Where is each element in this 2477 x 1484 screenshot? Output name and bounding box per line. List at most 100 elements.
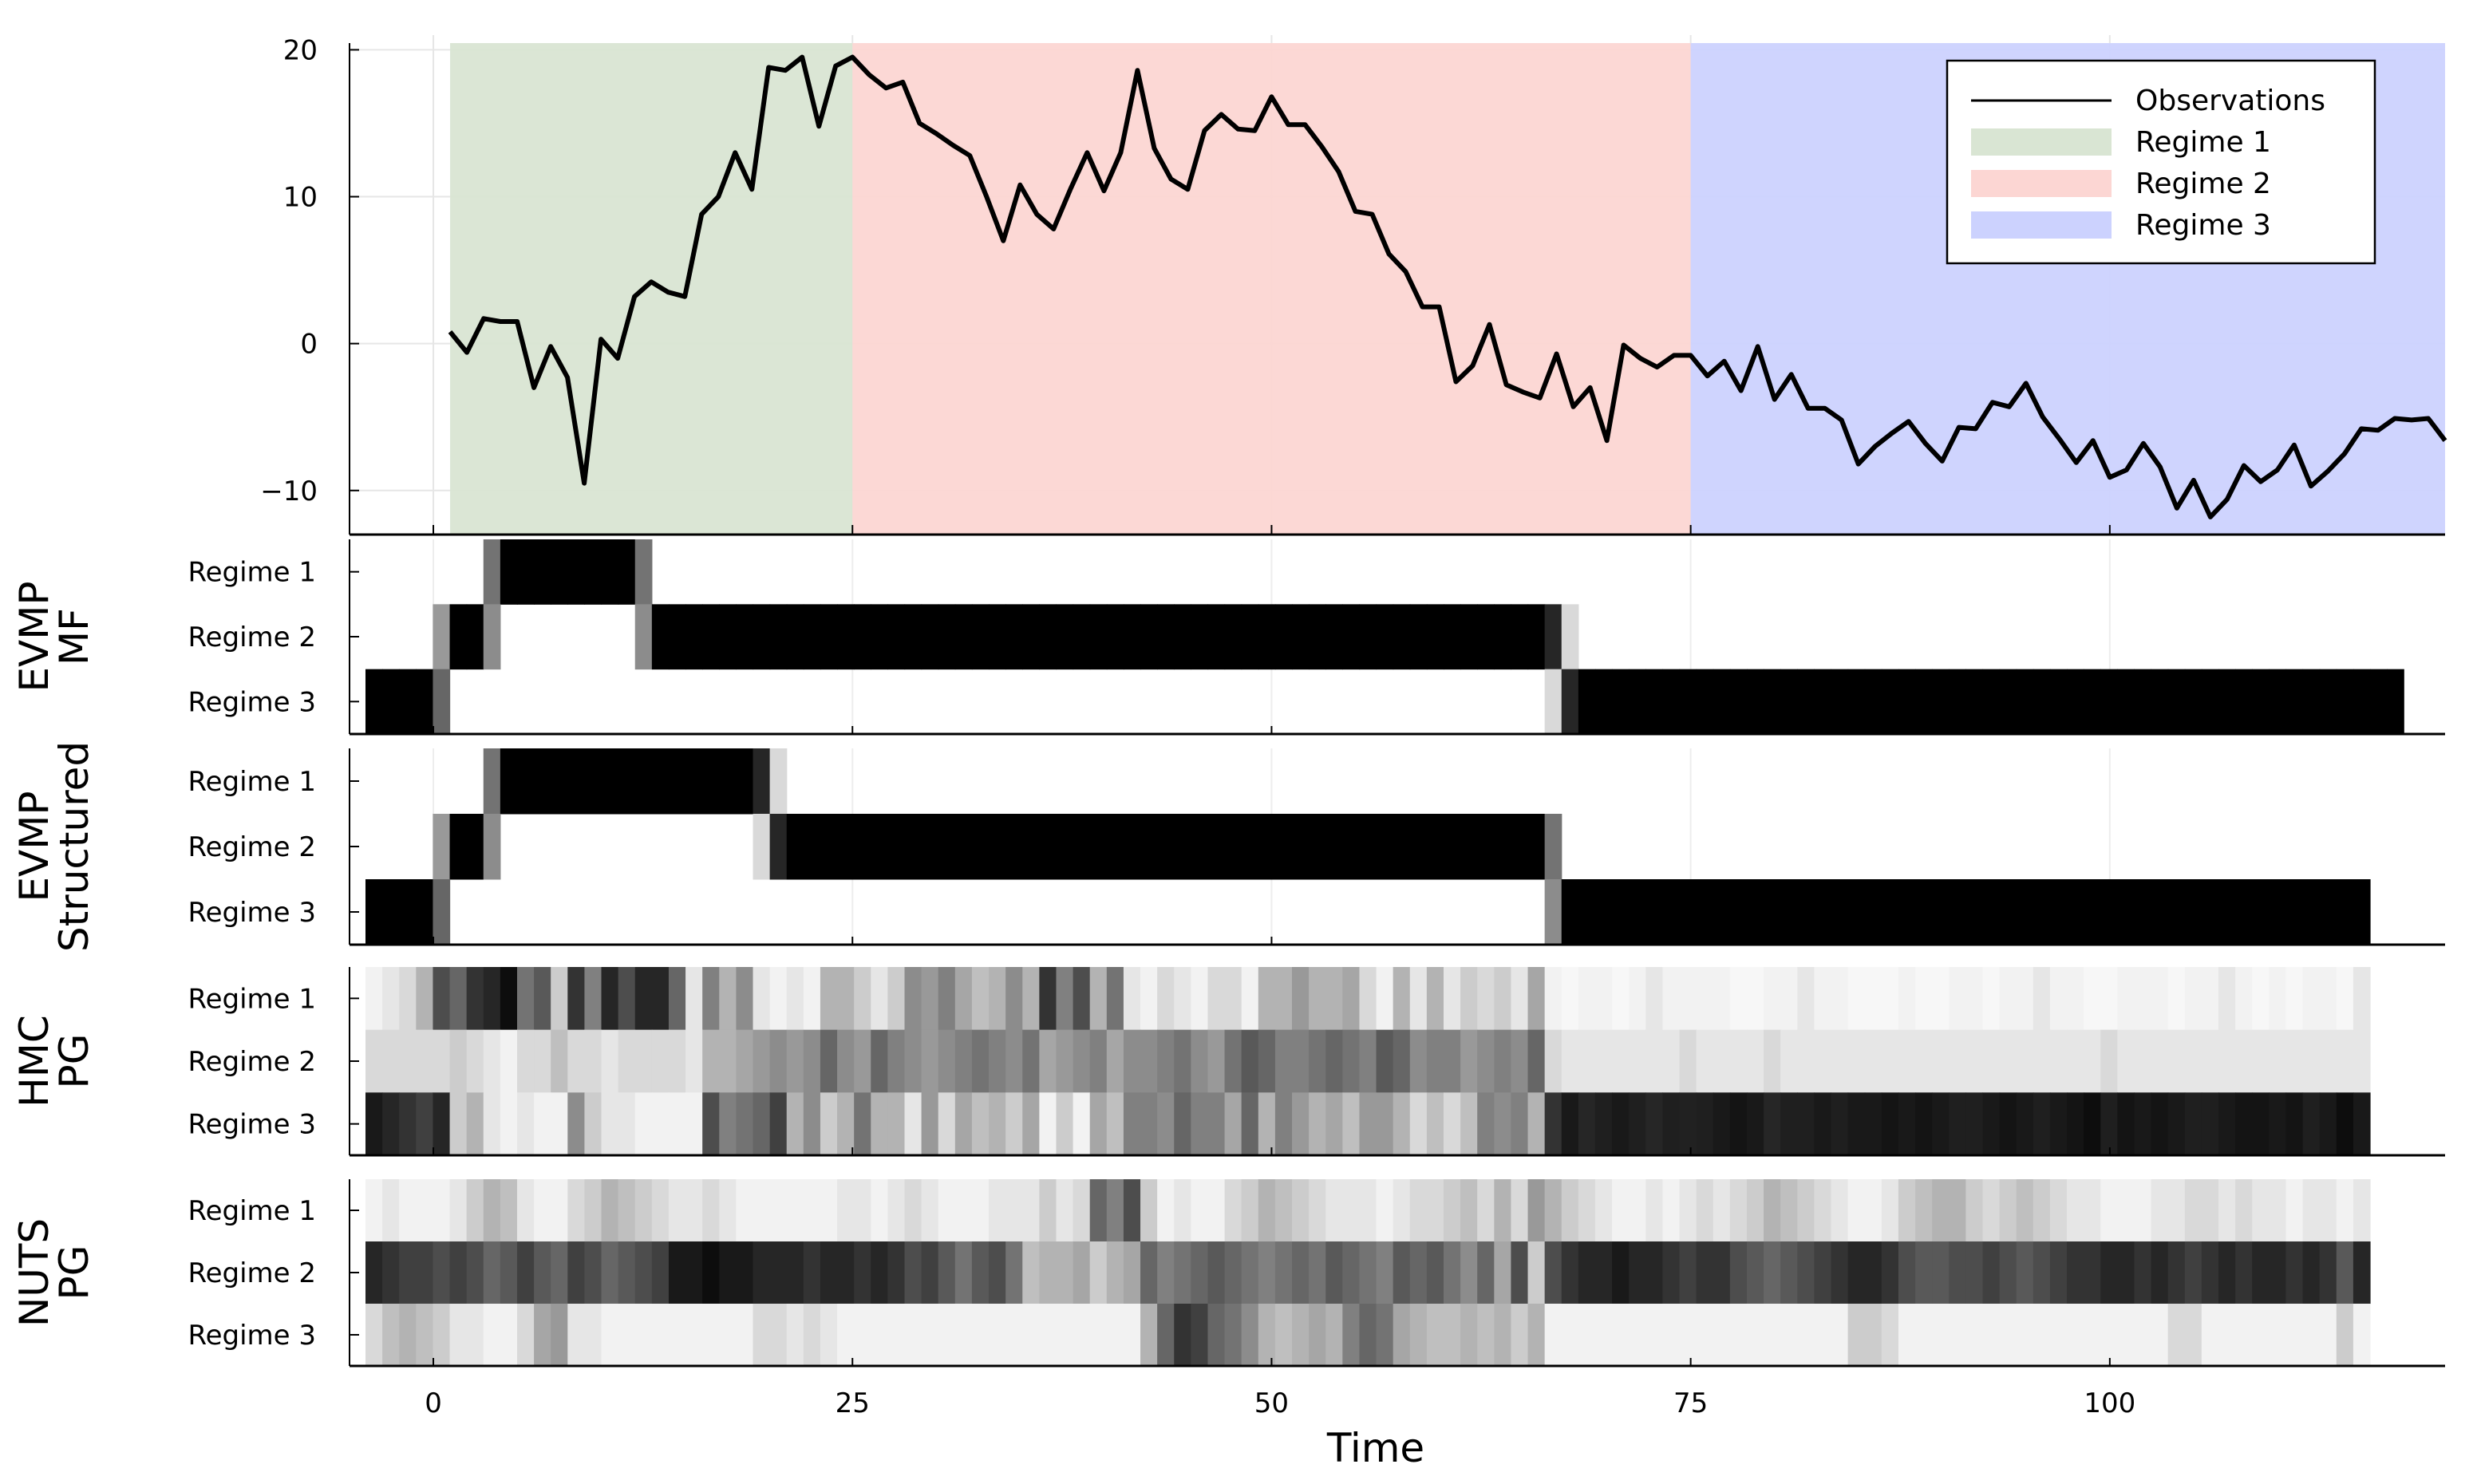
heatmap-cell bbox=[2134, 1092, 2152, 1156]
heatmap-row-label: Regime 1 bbox=[188, 983, 316, 1015]
heatmap-cell bbox=[938, 1241, 956, 1304]
heatmap-cell bbox=[651, 1241, 670, 1304]
heatmap-row-label: Regime 3 bbox=[188, 686, 316, 718]
heatmap-cell bbox=[2100, 1029, 2118, 1093]
heatmap-cell bbox=[2049, 1179, 2068, 1242]
heatmap-cell bbox=[820, 1241, 838, 1304]
heatmap-cell bbox=[769, 1029, 788, 1093]
heatmap-cell bbox=[921, 967, 939, 1031]
heatmap-cell bbox=[1949, 1179, 1966, 1242]
heatmap-cell bbox=[2252, 967, 2270, 1031]
legend-label: Regime 2 bbox=[2135, 168, 2271, 200]
heatmap-cell bbox=[1881, 1179, 1899, 1242]
heatmap-cell bbox=[1645, 669, 1664, 735]
legend-swatch-3 bbox=[1971, 211, 2112, 239]
heatmap-cell bbox=[466, 604, 484, 670]
heatmap-cell bbox=[2049, 879, 2068, 945]
heatmap-cell bbox=[534, 748, 551, 815]
heatmap-cell bbox=[1746, 669, 1764, 735]
heatmap-cell bbox=[1106, 1029, 1124, 1093]
heatmap-cell bbox=[1106, 1304, 1124, 1367]
heatmap-cell bbox=[2218, 1241, 2236, 1304]
heatmap-cell bbox=[2353, 1029, 2371, 1093]
heatmap-cell bbox=[1898, 1092, 1916, 1156]
heatmap-cell bbox=[2269, 879, 2287, 945]
heatmap-cell bbox=[1713, 879, 1731, 945]
heatmap-cell bbox=[1241, 604, 1259, 670]
heatmap-cell bbox=[2319, 1029, 2337, 1093]
heatmap-cell bbox=[668, 748, 686, 815]
heatmap-cell bbox=[1949, 669, 1966, 735]
heatmap-cell bbox=[1123, 1092, 1141, 1156]
heatmap-cell bbox=[2353, 1304, 2371, 1367]
heatmap-cell bbox=[1831, 879, 1849, 945]
heatmap-cell bbox=[1258, 604, 1276, 670]
heatmap-row-label: Regime 1 bbox=[188, 557, 316, 589]
heatmap-cell bbox=[2134, 967, 2152, 1031]
heatmap-cell bbox=[449, 814, 468, 880]
heatmap-cell bbox=[1106, 967, 1124, 1031]
heatmap-cell bbox=[1174, 604, 1191, 670]
top-chart-panel: −10 0 10 20 Observations Regime 1 Regime 2 Regi… bbox=[260, 34, 2447, 536]
heatmap-cell bbox=[2235, 1179, 2253, 1242]
heatmap-cell bbox=[1460, 604, 1478, 670]
heatmap-cell bbox=[1393, 1029, 1411, 1093]
heatmap-cell bbox=[483, 1304, 501, 1367]
heatmap-cell bbox=[1207, 1304, 1226, 1367]
heatmap-cell bbox=[584, 748, 602, 815]
heatmap-cell bbox=[1864, 967, 1882, 1031]
heatmap-cell bbox=[668, 1092, 686, 1156]
heatmap-cell bbox=[736, 967, 754, 1031]
heatmap-cell bbox=[584, 967, 602, 1031]
heatmap-cell bbox=[382, 879, 400, 945]
heatmap-cell bbox=[854, 604, 871, 670]
heatmap-cell bbox=[601, 1179, 619, 1242]
heatmap-cell bbox=[1814, 879, 1832, 945]
heatmap-cell bbox=[668, 967, 686, 1031]
heatmap-cell bbox=[1797, 1241, 1815, 1304]
heatmap-cell bbox=[1224, 1304, 1242, 1367]
heatmap-cell bbox=[2235, 1092, 2253, 1156]
heatmap-cell bbox=[1729, 967, 1748, 1031]
heatmap-cell bbox=[1022, 1029, 1040, 1093]
heatmap-cell bbox=[651, 1092, 670, 1156]
heatmap-cell bbox=[1662, 1029, 1681, 1093]
heatmap-cell bbox=[921, 604, 939, 670]
heatmap-cell bbox=[1073, 1029, 1091, 1093]
heatmap-cell bbox=[584, 539, 602, 605]
heatmap-cell bbox=[1949, 879, 1966, 945]
heatmap-cell bbox=[1662, 967, 1681, 1031]
heatmap-cell bbox=[1511, 1179, 1529, 1242]
heatmap-cell bbox=[1511, 1029, 1529, 1093]
heatmap-cell bbox=[1527, 1029, 1546, 1093]
heatmap-cell bbox=[483, 1179, 501, 1242]
heatmap-cell bbox=[1578, 1304, 1596, 1367]
heatmap-cell bbox=[1561, 967, 1579, 1031]
heatmap-cell bbox=[416, 967, 434, 1031]
heatmap-cell bbox=[2049, 1092, 2068, 1156]
heatmap-cell bbox=[1561, 1029, 1579, 1093]
regime-span-1 bbox=[450, 43, 853, 535]
heatmap-cell bbox=[753, 1092, 771, 1156]
heatmap-cell bbox=[1679, 879, 1697, 945]
heatmap-cell bbox=[1561, 1304, 1579, 1367]
heatmap-cell bbox=[1999, 1029, 2017, 1093]
heatmap-cell bbox=[1780, 1092, 1798, 1156]
heatmap-cell bbox=[2218, 1092, 2236, 1156]
heatmap-cell bbox=[1544, 814, 1562, 880]
heatmap-cell bbox=[382, 1029, 400, 1093]
heatmap-cell bbox=[2285, 1092, 2304, 1156]
heatmap-cell bbox=[1426, 1179, 1444, 1242]
heatmap-cell bbox=[416, 1179, 434, 1242]
heatmap-cell bbox=[1696, 1092, 1714, 1156]
heatmap-cell bbox=[634, 1179, 653, 1242]
heatmap-cell bbox=[2269, 1241, 2287, 1304]
heatmap-cell bbox=[854, 814, 871, 880]
legend: Observations Regime 1 Regime 2 Regime 3 bbox=[1946, 59, 2376, 265]
heatmap-cell bbox=[854, 1179, 871, 1242]
heatmap-cell bbox=[433, 967, 451, 1031]
heatmap-cell bbox=[1274, 967, 1293, 1031]
heatmap-cell bbox=[1662, 1304, 1681, 1367]
heatmap-cell bbox=[954, 604, 973, 670]
